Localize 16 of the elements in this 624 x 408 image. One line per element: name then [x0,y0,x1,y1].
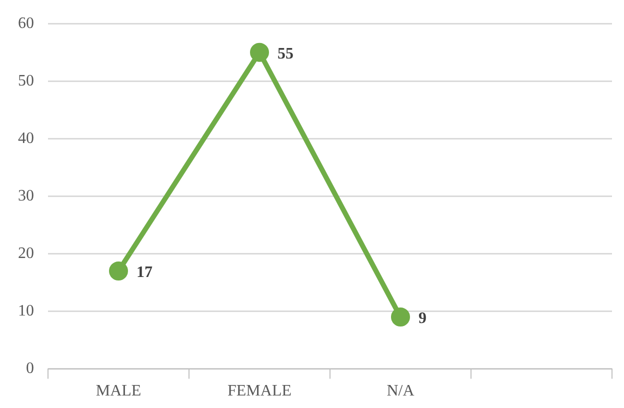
point [391,308,410,327]
data-label: 17 [136,264,152,282]
y-tick-label: 20 [18,244,34,262]
y-tick-label: 60 [18,14,34,32]
y-tick-label: 0 [26,360,34,378]
y-tick-label: 10 [18,302,34,320]
x-tick-label: FEMALE [228,382,292,400]
y-tick-label: 40 [18,130,34,147]
point [109,261,128,280]
x-tick-label: MALE [96,382,142,400]
data-label: 9 [418,310,426,328]
point [250,42,269,62]
y-tick-label: 30 [18,187,34,204]
data-label: 55 [278,46,294,63]
y-tick-label: 50 [18,72,34,90]
x-tick-label: N/A [386,382,415,400]
